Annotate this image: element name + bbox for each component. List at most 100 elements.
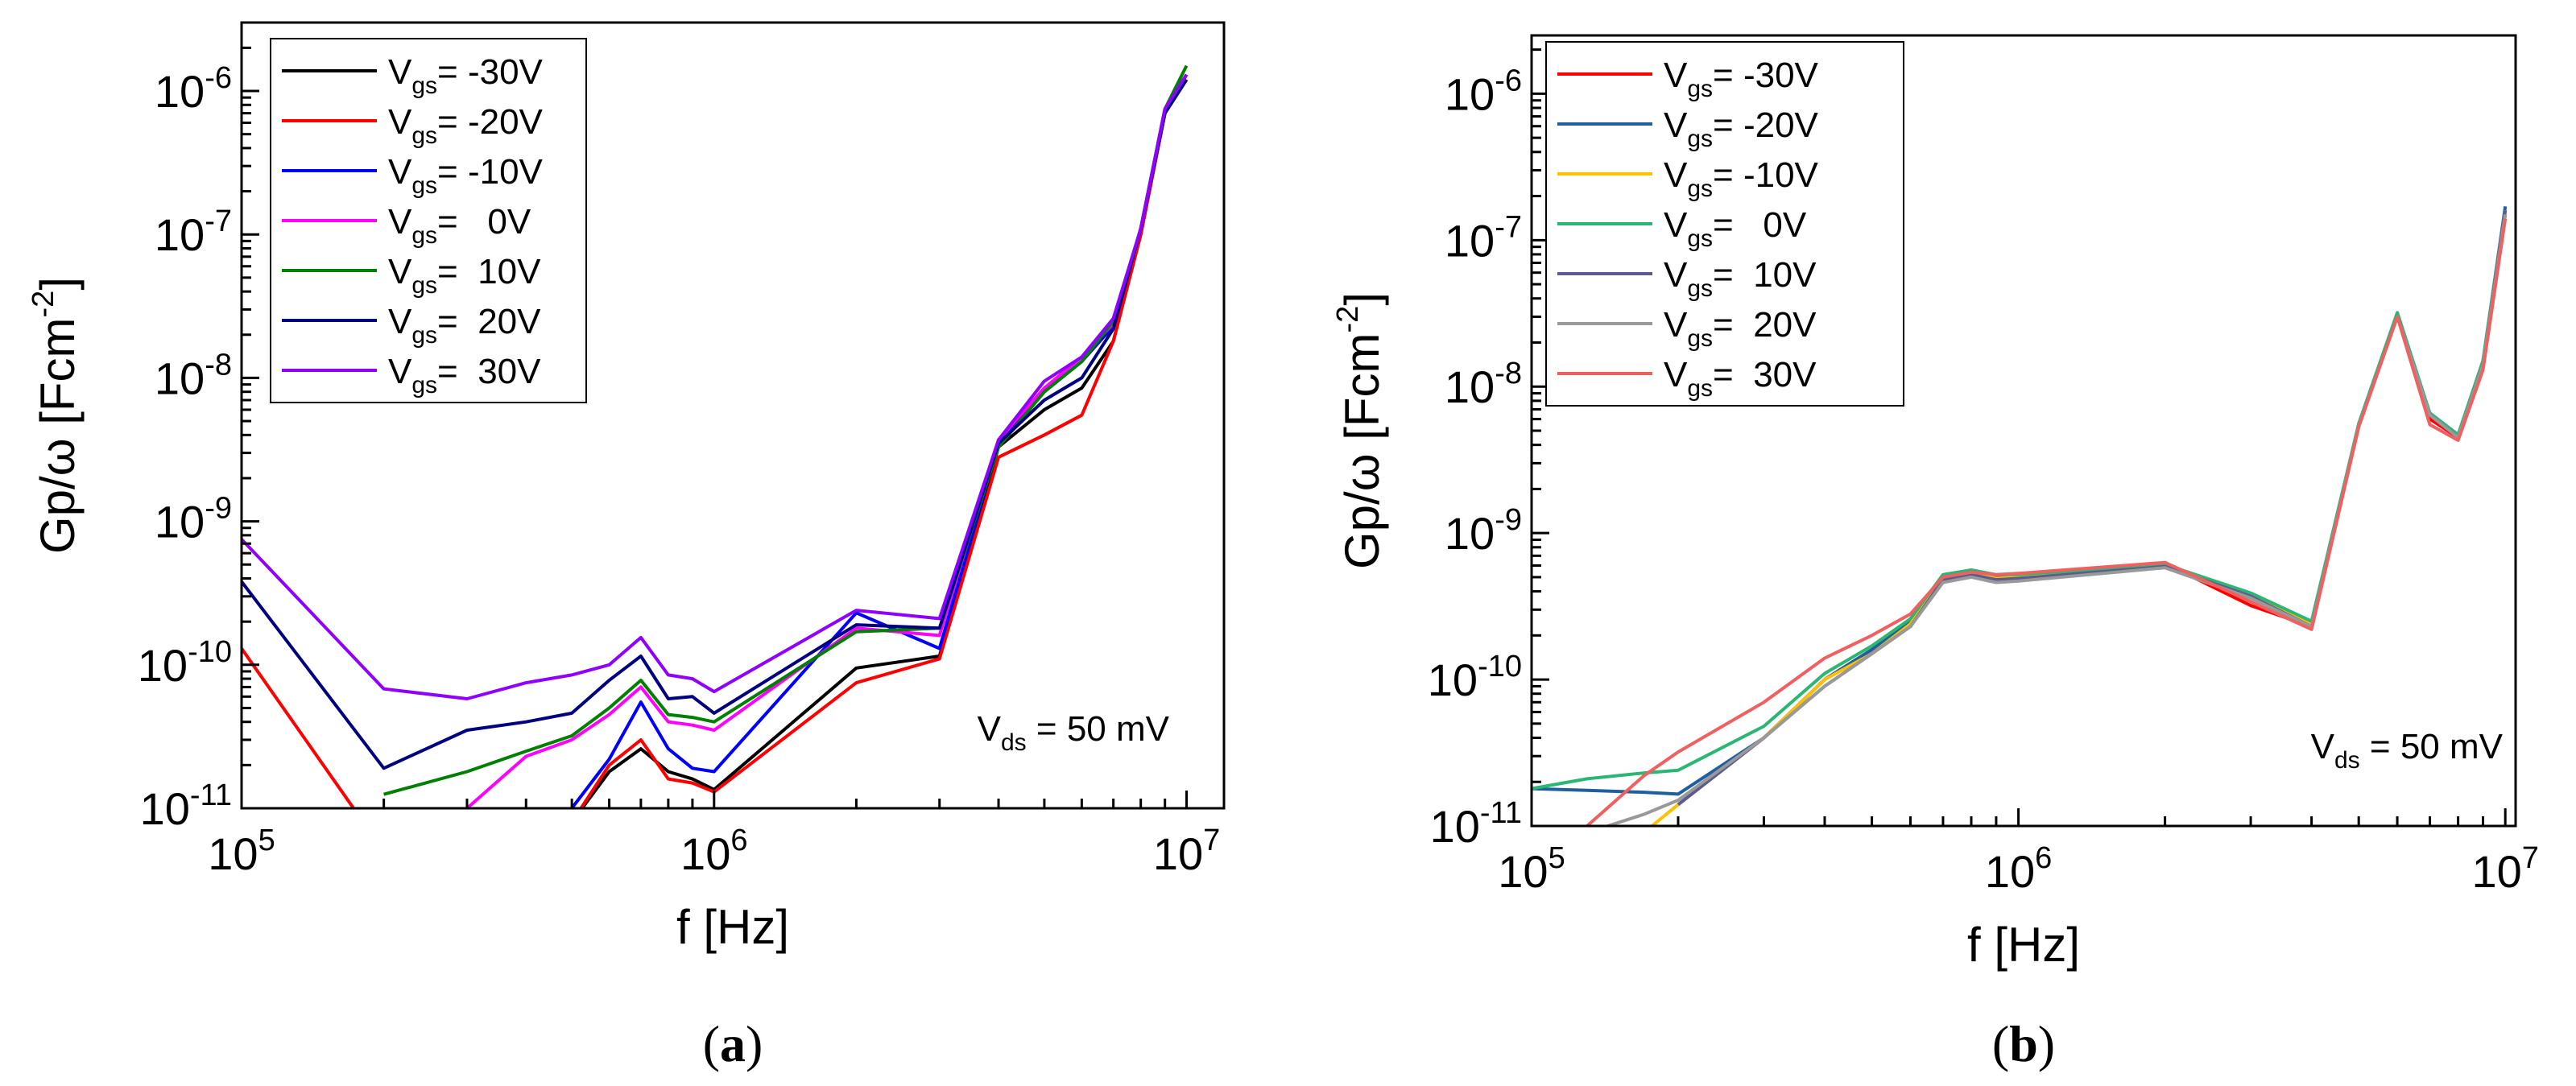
y-tick-exponent: -8 xyxy=(205,348,232,382)
x-tick-label: 105 xyxy=(1498,841,1565,897)
y-tick-label: 10-10 xyxy=(1428,650,1522,705)
y-axis-label: Gp/ω [Fcm-2] xyxy=(1331,292,1389,569)
x-tick-label: 106 xyxy=(1985,841,2052,897)
x-tick-label: 105 xyxy=(208,824,275,879)
annotation-subscript: ds xyxy=(1001,729,1027,756)
caption-close: ) xyxy=(2038,1015,2055,1072)
y-tick-base: 10 xyxy=(155,209,205,260)
y-tick-exponent: -10 xyxy=(188,635,232,669)
legend-var: V xyxy=(388,302,412,341)
x-tick-exponent: 7 xyxy=(1203,824,1220,857)
x-tick-base: 10 xyxy=(1985,846,2035,897)
y-tick-base: 10 xyxy=(1428,654,1478,705)
y-tick-exponent: -11 xyxy=(190,778,232,812)
legend-subscript: gs xyxy=(1687,76,1713,102)
legend-var: V xyxy=(1664,255,1688,295)
legend-label-7: Vgs= 30V xyxy=(388,352,541,398)
legend-subscript: gs xyxy=(1687,375,1713,402)
y-tick-base: 10 xyxy=(138,640,188,691)
legend-value: = 0V xyxy=(437,202,531,242)
annotation-var: V xyxy=(978,709,1002,749)
caption-letter: a xyxy=(720,1015,746,1072)
plot-frame xyxy=(240,21,1226,810)
legend-var: V xyxy=(1664,355,1688,394)
legend-value: = -10V xyxy=(1713,155,1819,195)
legend-label-7: Vgs= 30V xyxy=(1664,355,1817,402)
legend-value: = 30V xyxy=(1713,355,1817,394)
x-tick-base: 10 xyxy=(680,828,730,879)
legend-label-4: Vgs= 0V xyxy=(388,202,531,249)
legend-var: V xyxy=(1664,105,1688,145)
legend-value: = 20V xyxy=(437,302,541,341)
series-group xyxy=(1532,206,2508,826)
legend-var: V xyxy=(388,152,412,192)
caption-close: ) xyxy=(746,1015,763,1072)
legend-var: V xyxy=(1664,305,1688,345)
y-axis-label-close: ] xyxy=(31,277,85,291)
series-line-2 xyxy=(242,647,356,808)
legend-label-6: Vgs= 20V xyxy=(388,302,541,349)
y-tick-exponent: -9 xyxy=(205,492,232,526)
legend-value: = -20V xyxy=(437,102,544,142)
y-axis-label-close: ] xyxy=(1335,292,1389,306)
legend-subscript: gs xyxy=(1687,275,1713,302)
series-line-2 xyxy=(579,73,1189,808)
series-group xyxy=(242,64,1189,808)
legend-subscript: gs xyxy=(411,172,437,199)
series-line-6 xyxy=(1602,214,2508,826)
y-tick-label: 10-11 xyxy=(140,778,232,834)
x-tick-exponent: 7 xyxy=(2522,841,2539,875)
y-tick-base: 10 xyxy=(1445,215,1495,266)
x-axis: 105 106 107 xyxy=(208,791,1220,879)
y-tick-base: 10 xyxy=(1445,508,1495,559)
legend-subscript: gs xyxy=(1687,175,1713,202)
legend-value: = 20V xyxy=(1713,305,1817,345)
y-tick-label: 10-7 xyxy=(155,204,232,260)
y-tick-exponent: -7 xyxy=(1495,210,1522,244)
series-line-7 xyxy=(1586,218,2508,826)
legend-value: = -30V xyxy=(1713,56,1819,95)
y-axis-label-main: Gp/ω [Fcm xyxy=(31,317,85,554)
legend-var: V xyxy=(1664,205,1688,245)
legend-label-2: Vgs= -20V xyxy=(1664,105,1819,152)
x-tick-label: 106 xyxy=(680,824,747,879)
legend-label-2: Vgs= -20V xyxy=(388,102,544,149)
y-tick-label: 10-7 xyxy=(1445,210,1522,266)
x-tick-exponent: 6 xyxy=(730,824,747,857)
x-tick-exponent: 6 xyxy=(2035,841,2052,875)
y-tick-label: 10-6 xyxy=(155,61,232,117)
panel-caption: (b) xyxy=(1992,1015,2055,1072)
y-tick-exponent: -6 xyxy=(1495,64,1522,97)
y-tick-base: 10 xyxy=(155,353,205,403)
y-tick-base: 10 xyxy=(140,783,190,834)
legend-subscript: gs xyxy=(411,272,437,299)
y-tick-base: 10 xyxy=(1445,361,1495,412)
legend-label-4: Vgs= 0V xyxy=(1664,205,1807,252)
legend-var: V xyxy=(388,52,412,92)
legend-label-5: Vgs= 10V xyxy=(1664,255,1817,302)
y-tick-base: 10 xyxy=(155,497,205,547)
y-tick-exponent: -10 xyxy=(1478,650,1522,683)
legend-label-6: Vgs= 20V xyxy=(1664,305,1817,352)
legend-subscript: gs xyxy=(1687,126,1713,152)
legend-subscript: gs xyxy=(1687,225,1713,252)
legend-var: V xyxy=(388,202,412,242)
series-line-3 xyxy=(570,73,1189,808)
legend-var: V xyxy=(388,102,412,142)
caption-open: ( xyxy=(703,1015,720,1072)
x-tick-base: 10 xyxy=(208,828,258,879)
legend-value: = -20V xyxy=(1713,105,1819,145)
x-tick-base: 10 xyxy=(2471,846,2521,897)
x-tick-label: 107 xyxy=(1153,824,1220,879)
y-tick-base: 10 xyxy=(1430,801,1480,852)
y-tick-label: 10-8 xyxy=(155,348,232,403)
legend-subscript: gs xyxy=(1687,325,1713,352)
legend-value: = 10V xyxy=(1713,255,1817,295)
y-tick-exponent: -7 xyxy=(205,204,232,238)
